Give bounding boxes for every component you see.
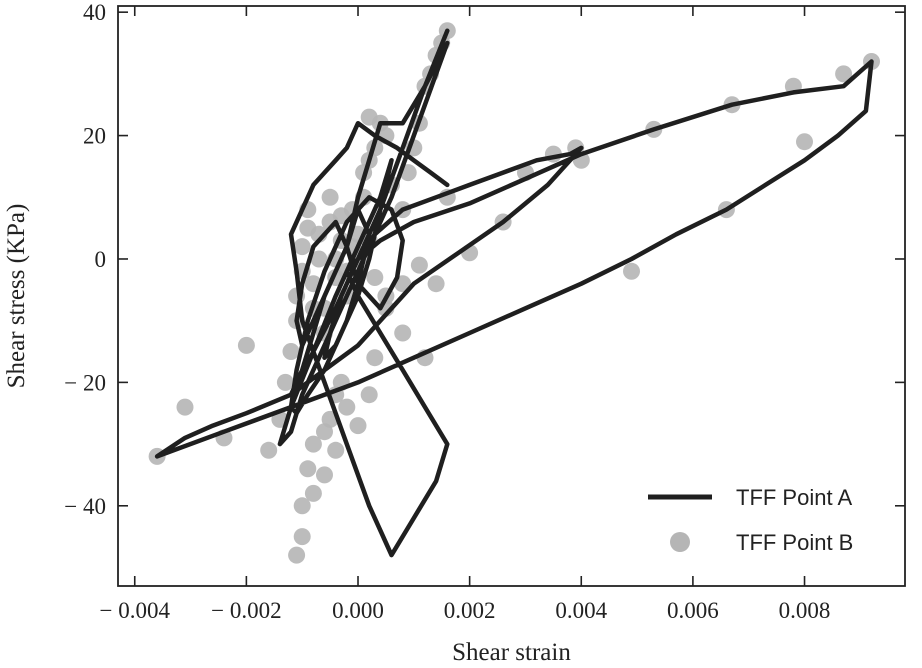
x-tick-label: 0.004	[555, 598, 607, 623]
x-tick-label: 0.008	[779, 598, 831, 623]
series-b-point	[360, 386, 378, 404]
series-b-point	[316, 466, 333, 484]
plot-frame	[117, 5, 906, 587]
series-b-point	[349, 417, 367, 435]
x-axis-label: Shear strain	[452, 639, 571, 666]
series-b-point	[237, 336, 255, 354]
y-tick-label: − 40	[64, 494, 106, 519]
legend-label-series-a: TFF Point A	[736, 485, 852, 510]
x-tick-label: 0.000	[332, 598, 384, 623]
series-b-point	[796, 133, 813, 151]
x-tick-label: − 0.002	[211, 598, 281, 623]
y-axis-label: Shear stress (KPa)	[3, 204, 30, 389]
series-b-point	[293, 497, 311, 515]
legend: TFF Point A TFF Point B	[648, 485, 853, 555]
series-layer	[148, 22, 880, 564]
series-a-line	[154, 28, 874, 558]
series-b-point	[427, 275, 445, 293]
x-tick-label: 0.002	[444, 598, 496, 623]
y-tick-label: − 20	[64, 370, 106, 395]
series-b-point	[282, 343, 300, 360]
ticks-layer: − 0.004 − 0.002 0.000 0.002 0.004 0.006 0.008 −…	[64, 0, 905, 623]
series-b-point	[304, 435, 322, 453]
series-b-point	[394, 324, 412, 342]
series-b-point	[327, 441, 345, 459]
series-b-point	[276, 373, 294, 391]
series-b-point	[293, 528, 311, 546]
y-tick-label: 0	[95, 247, 107, 272]
series-b-point	[338, 398, 356, 416]
x-tick-label: − 0.004	[100, 598, 171, 623]
series-b-point	[260, 441, 278, 459]
legend-swatch-marker	[670, 532, 690, 552]
series-b-point	[288, 546, 306, 564]
series-b-point	[366, 349, 384, 367]
series-b-point	[293, 238, 311, 256]
series-b-point	[176, 398, 194, 416]
y-tick-label: 20	[83, 124, 106, 149]
y-tick-label: 40	[83, 0, 106, 25]
series-b-point	[316, 423, 333, 441]
series-b-point	[623, 262, 640, 280]
series-b-point	[299, 460, 317, 478]
series-b-point	[310, 250, 328, 268]
x-tick-label: 0.006	[667, 598, 719, 623]
series-b-point	[835, 65, 853, 83]
series-b-point	[410, 256, 428, 274]
legend-label-series-b: TFF Point B	[736, 530, 853, 555]
series-b-point	[321, 188, 339, 206]
series-b-point	[366, 269, 384, 286]
series-b-point	[304, 484, 322, 502]
